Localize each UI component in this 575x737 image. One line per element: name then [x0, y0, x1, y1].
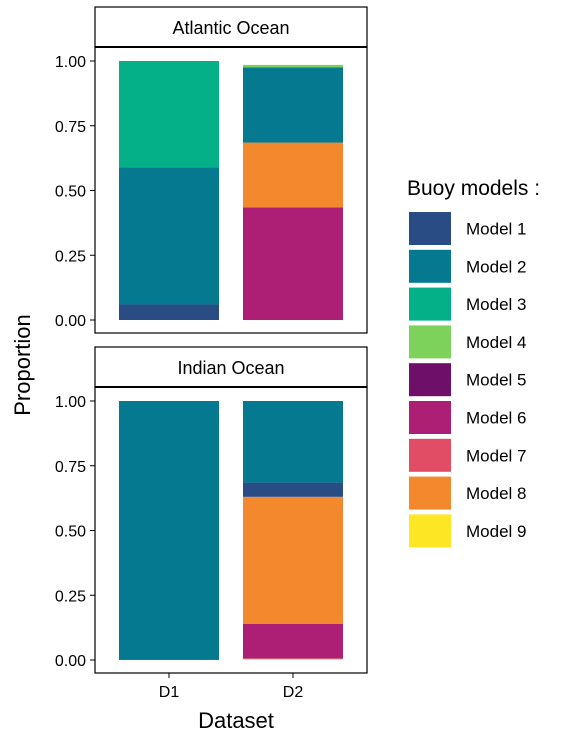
- x-tick-label: D1: [159, 684, 180, 701]
- y-tick-label: 0.75: [55, 459, 86, 476]
- legend-label: Model 8: [466, 484, 526, 503]
- legend-key: [409, 249, 451, 283]
- bar-segment: [119, 659, 219, 661]
- bar-segment: [243, 142, 343, 208]
- legend-label: Model 6: [466, 409, 526, 428]
- legend-label: Model 5: [466, 371, 526, 390]
- legend-title: Buoy models :: [407, 177, 540, 200]
- legend-key: [409, 325, 451, 359]
- bar-segment: [243, 64, 343, 68]
- x-tick-label: D2: [283, 684, 304, 701]
- legend: Model 1 Model 2 Model 3 Model 4 Model 5 Model…: [409, 212, 526, 548]
- legend-key: [409, 514, 451, 548]
- y-tick-label: 1.00: [55, 394, 86, 411]
- facet-strip: [94, 6, 368, 48]
- bar-segment: [243, 496, 343, 624]
- panels: Atlantic Ocean0.000.250.500.751.00Indian…: [55, 6, 368, 701]
- legend-label: Model 3: [466, 295, 526, 314]
- legend-label: Model 7: [466, 446, 526, 465]
- y-tick-label: 0.25: [55, 588, 86, 605]
- legend-key: [409, 212, 451, 245]
- facet-panel: Indian Ocean 0.00 0.25 0.50 0.75 1.00 D1 D2: [55, 346, 368, 701]
- bar-segment: [119, 167, 219, 305]
- y-axis-label: Proportion: [10, 314, 35, 416]
- legend-label: Model 4: [466, 333, 526, 352]
- facet-title: Atlantic Ocean: [172, 18, 289, 38]
- legend-key: [409, 401, 451, 434]
- legend-label: Model 9: [466, 522, 526, 541]
- y-tick-label: 0.50: [55, 524, 86, 541]
- bar-segment: [243, 67, 343, 143]
- y-tick-label: 0.00: [55, 653, 86, 670]
- bar-segment: [119, 304, 219, 320]
- legend-label: Model 1: [466, 220, 526, 239]
- bar-segment: [243, 658, 343, 660]
- legend-key: [409, 287, 451, 321]
- facet-panel: Atlantic Ocean 0.00 0.25 0.50 0.75 1.00: [55, 6, 368, 334]
- legend-key: [409, 363, 451, 397]
- y-tick-label: 0.75: [55, 119, 86, 136]
- y-tick-label: 0.50: [55, 184, 86, 201]
- legend-label: Model 2: [466, 257, 526, 276]
- facet-strip: [94, 346, 368, 388]
- bar-segment: [119, 401, 219, 660]
- bar-segment: [243, 401, 343, 483]
- bar-segment: [119, 61, 219, 168]
- y-tick-label: 0.00: [55, 313, 86, 330]
- facet-title: Indian Ocean: [177, 358, 284, 378]
- bar-segment: [243, 623, 343, 659]
- y-tick-label: 1.00: [55, 54, 86, 71]
- bar-segment: [243, 482, 343, 497]
- y-tick-label: 0.25: [55, 248, 86, 265]
- legend-key: [409, 438, 451, 472]
- bar-segment: [243, 207, 343, 320]
- x-axis-label: Dataset: [198, 708, 274, 733]
- legend-key: [409, 476, 451, 510]
